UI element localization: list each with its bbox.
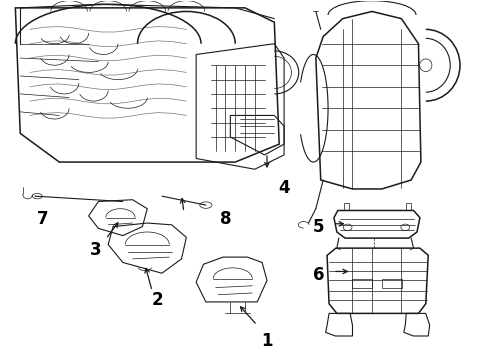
- Text: 8: 8: [220, 211, 231, 229]
- Text: 7: 7: [36, 211, 48, 229]
- Text: 4: 4: [278, 179, 290, 197]
- Text: 1: 1: [261, 332, 273, 350]
- Text: 2: 2: [151, 291, 163, 309]
- Text: 3: 3: [90, 241, 102, 259]
- Text: 6: 6: [313, 266, 324, 284]
- Text: 5: 5: [313, 217, 324, 235]
